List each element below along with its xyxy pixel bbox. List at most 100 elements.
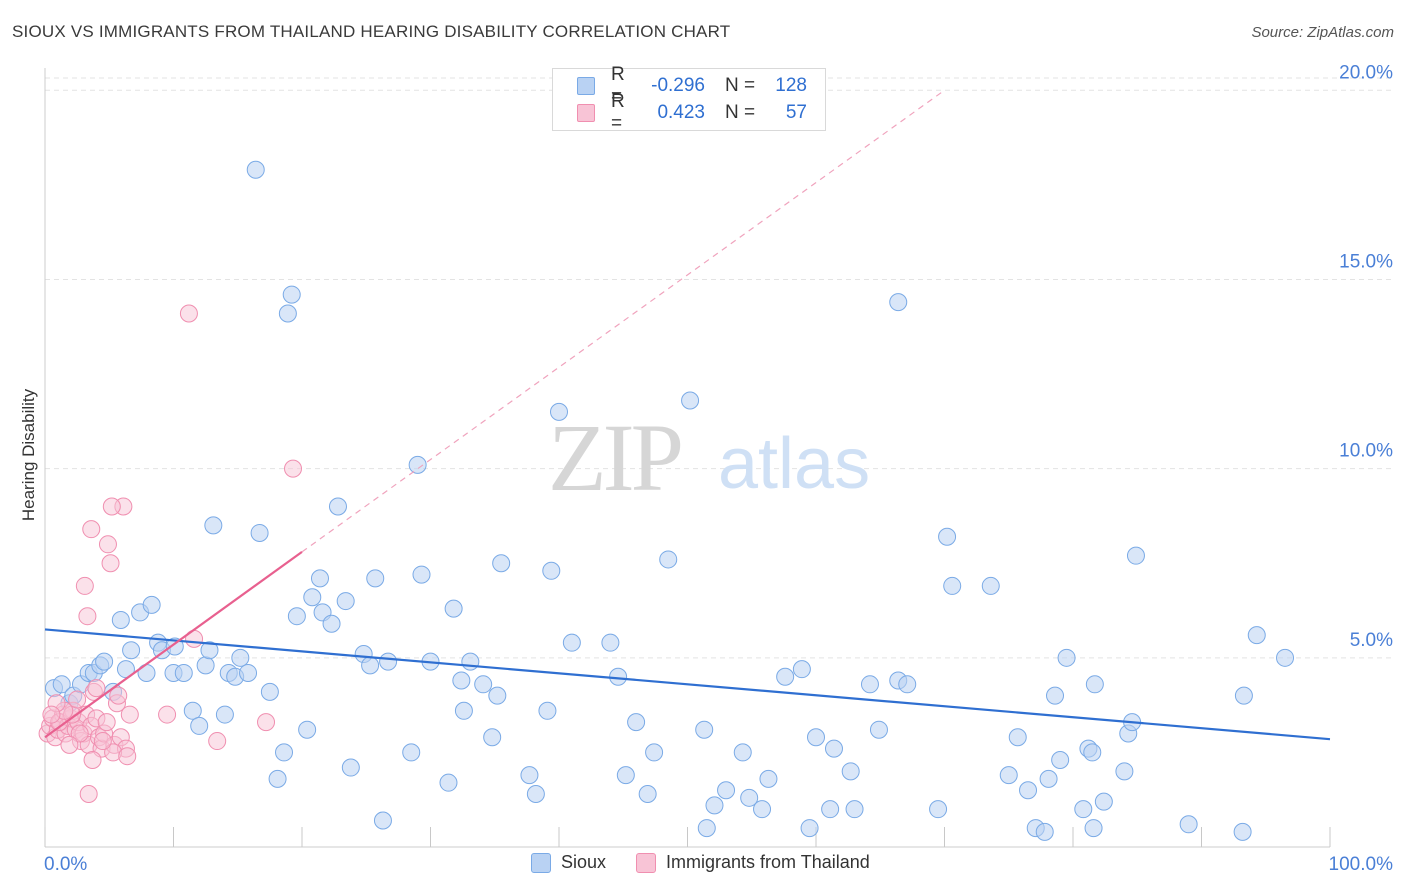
axis-labels: 5.0% 10.0% 15.0% 20.0% 0.0% 100.0% Hearing Dis… xyxy=(19,62,1393,875)
sioux-point xyxy=(1046,686,1065,705)
sioux-point xyxy=(753,800,772,819)
thailand-point xyxy=(284,459,303,478)
thailand-point xyxy=(87,679,106,698)
sioux-points xyxy=(44,160,1295,841)
sioux-point xyxy=(733,743,752,762)
sioux-point xyxy=(981,576,1000,595)
sioux-point xyxy=(616,766,635,785)
sioux-point xyxy=(474,675,493,694)
sioux-point xyxy=(1039,769,1058,788)
sioux-point xyxy=(439,773,458,792)
sioux-point xyxy=(1084,819,1103,838)
sioux-point xyxy=(282,285,301,304)
sioux-point xyxy=(845,800,864,819)
thailand-point xyxy=(83,750,102,769)
thailand-point xyxy=(118,747,137,766)
sioux-point xyxy=(215,705,234,724)
sioux-point xyxy=(328,497,347,516)
sioux-point xyxy=(204,516,223,535)
sioux-point xyxy=(452,671,471,690)
correlation-legend: R = -0.296 N = 128 R = 0.423 N = 57 xyxy=(552,64,826,134)
legend-row-thailand: R = 0.423 N = 57 xyxy=(577,91,807,134)
thailand-point xyxy=(42,705,61,724)
thailand-point xyxy=(102,497,121,516)
y-axis-title: Hearing Disability xyxy=(19,388,38,521)
sioux-point xyxy=(275,743,294,762)
n-label: N = xyxy=(724,75,756,96)
sioux-point xyxy=(1083,743,1102,762)
sioux-point xyxy=(303,588,322,607)
sioux-point xyxy=(95,652,114,671)
y-tick-label: 15.0% xyxy=(1339,251,1393,272)
sioux-point xyxy=(246,160,265,179)
sioux-point xyxy=(287,607,306,626)
sioux-point xyxy=(379,652,398,671)
sioux-point xyxy=(1233,822,1252,841)
sioux-point xyxy=(520,766,539,785)
sioux-point xyxy=(938,527,957,546)
thailand-point xyxy=(179,304,198,323)
sioux-point xyxy=(402,743,421,762)
sioux-point xyxy=(278,304,297,323)
sioux-point xyxy=(310,569,329,588)
sioux-point xyxy=(645,743,664,762)
sioux-point xyxy=(659,550,678,569)
sioux-point xyxy=(454,701,473,720)
sioux-point xyxy=(239,663,258,682)
legend-item-sioux: Sioux xyxy=(531,852,606,873)
sioux-point xyxy=(526,785,545,804)
sioux-point xyxy=(122,641,141,660)
sioux-point xyxy=(165,637,184,656)
sioux-point xyxy=(174,663,193,682)
sioux-point xyxy=(999,766,1018,785)
n-value: 57 xyxy=(785,102,807,123)
thailand-point xyxy=(78,607,97,626)
thailand-point xyxy=(70,724,89,743)
sioux-point xyxy=(341,758,360,777)
sioux-point xyxy=(200,641,219,660)
sioux-point xyxy=(1247,626,1266,645)
gridlines xyxy=(45,77,1395,659)
r-value: -0.296 xyxy=(651,75,705,96)
thailand-point xyxy=(75,576,94,595)
sioux-point xyxy=(1057,648,1076,667)
sioux-point xyxy=(461,652,480,671)
sioux-point xyxy=(231,648,250,667)
sioux-point xyxy=(373,811,392,830)
axes xyxy=(44,68,1331,848)
thailand-trend-line xyxy=(44,550,303,739)
sioux-point xyxy=(776,667,795,686)
thailand-point xyxy=(257,713,276,732)
sioux-point xyxy=(638,785,657,804)
thailand-point xyxy=(93,732,112,751)
sioux-point xyxy=(717,781,736,800)
y-tick-label: 5.0% xyxy=(1350,630,1393,651)
legend-row-sioux: R = -0.296 N = 128 xyxy=(577,64,807,107)
sioux-point xyxy=(408,455,427,474)
trend-lines xyxy=(44,89,1331,741)
sioux-point xyxy=(929,800,948,819)
thailand-point xyxy=(97,713,116,732)
sioux-point xyxy=(792,660,811,679)
r-value: 0.423 xyxy=(657,102,705,123)
r-label: R = xyxy=(611,91,625,134)
sioux-point xyxy=(860,675,879,694)
sioux-point xyxy=(412,565,431,584)
r-label: R = xyxy=(611,64,625,107)
sioux-point xyxy=(943,576,962,595)
sioux-point xyxy=(1008,728,1027,747)
sioux-point xyxy=(111,610,130,629)
sioux-point xyxy=(250,523,269,542)
y-tick-label: 20.0% xyxy=(1339,62,1393,83)
thailand-point xyxy=(98,535,117,554)
sioux-point xyxy=(196,656,215,675)
x-tick-label: 100.0% xyxy=(1329,854,1394,875)
sioux-point xyxy=(705,796,724,815)
sioux-point xyxy=(492,554,511,573)
thailand-point xyxy=(120,705,139,724)
sioux-point xyxy=(550,402,568,421)
sioux-point xyxy=(1234,686,1253,705)
sioux-point xyxy=(268,769,287,788)
thailand-point xyxy=(68,690,87,709)
